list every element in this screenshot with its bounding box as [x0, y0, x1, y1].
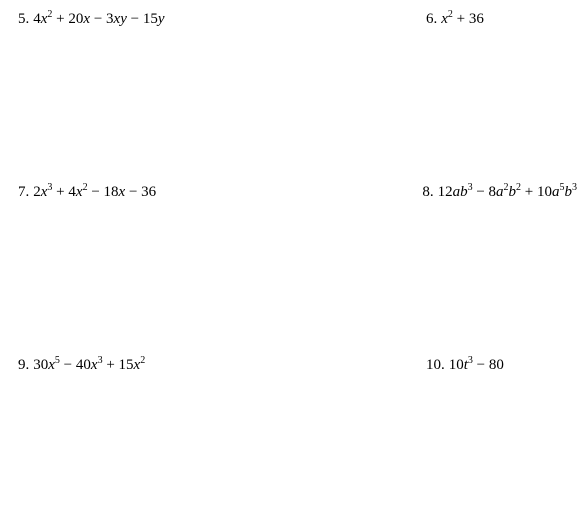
problem-6: 6. x2 + 36 — [426, 11, 577, 184]
problem-9: 9. 30x5 − 40x3 + 15x2 — [18, 357, 426, 374]
problem-expression: 30x5 − 40x3 + 15x2 — [33, 357, 145, 374]
problem-5: 5. 4x2 + 20x − 3xy − 15y — [18, 11, 426, 184]
worksheet-page: 5. 4x2 + 20x − 3xy − 15y 6. x2 + 36 7. 2… — [0, 0, 577, 522]
problem-expression: 10t3 − 80 — [449, 357, 504, 374]
problem-8: 8. 12ab3 − 8a2b2 + 10a5b3 — [422, 184, 577, 357]
problem-number: 5. — [18, 11, 29, 28]
problem-number: 6. — [426, 11, 437, 28]
problem-number: 10. — [426, 357, 445, 374]
problem-number: 8. — [422, 184, 433, 201]
problem-10: 10. 10t3 − 80 — [426, 357, 577, 374]
problem-row-1: 5. 4x2 + 20x − 3xy − 15y 6. x2 + 36 — [18, 11, 577, 184]
problem-row-3: 9. 30x5 − 40x3 + 15x2 10. 10t3 − 80 — [18, 357, 577, 374]
problem-expression: 2x3 + 4x2 − 18x − 36 — [33, 184, 156, 201]
problem-7: 7. 2x3 + 4x2 − 18x − 36 — [18, 184, 422, 357]
problem-number: 7. — [18, 184, 29, 201]
problem-number: 9. — [18, 357, 29, 374]
problem-row-2: 7. 2x3 + 4x2 − 18x − 36 8. 12ab3 − 8a2b2… — [18, 184, 577, 357]
problem-expression: 12ab3 − 8a2b2 + 10a5b3 — [438, 184, 577, 201]
problem-expression: 4x2 + 20x − 3xy − 15y — [33, 11, 164, 28]
problem-expression: x2 + 36 — [441, 11, 484, 28]
